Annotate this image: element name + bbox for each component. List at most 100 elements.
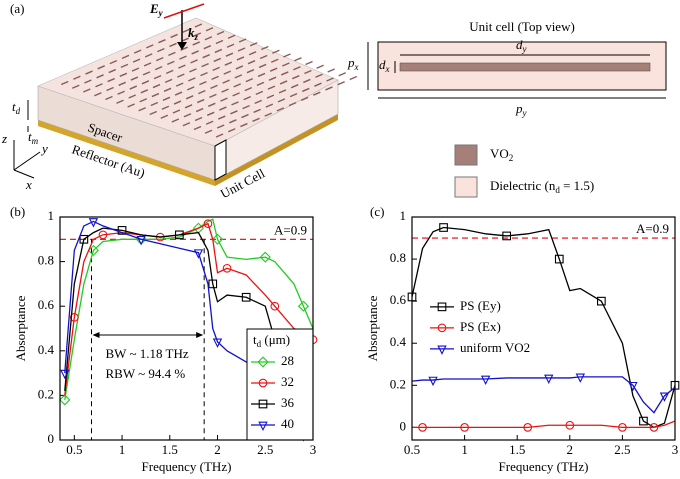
vo2-dash bbox=[143, 62, 152, 67]
marker bbox=[79, 234, 89, 244]
y-tick-label: 0 bbox=[400, 418, 407, 433]
marker bbox=[60, 369, 70, 380]
vo2-dash bbox=[231, 101, 239, 106]
vo2-dash bbox=[128, 94, 136, 99]
vo2-dash bbox=[256, 81, 265, 87]
vo2-dash bbox=[174, 91, 183, 96]
vo2-dash bbox=[232, 92, 240, 97]
x-tick-label: 2.5 bbox=[614, 442, 630, 457]
x-tick-label: 2.5 bbox=[257, 442, 273, 457]
y-tick-label: 0 bbox=[48, 431, 55, 446]
dx-label: dx bbox=[379, 57, 390, 74]
vo2-dash bbox=[171, 118, 180, 123]
slab-top bbox=[37, 17, 339, 147]
marker bbox=[418, 423, 427, 432]
y-axis-label: Absorptance bbox=[13, 295, 28, 361]
vo2-dash bbox=[188, 77, 196, 82]
series-line bbox=[412, 420, 675, 429]
vo2-dash bbox=[193, 125, 202, 131]
vo2-dash bbox=[222, 79, 230, 84]
x-tick-label: 1.5 bbox=[162, 442, 178, 457]
legend-title: td (μm) bbox=[253, 332, 290, 349]
vo2-dash bbox=[172, 109, 181, 114]
legend-swatch bbox=[454, 144, 478, 166]
wave-label-sub: z bbox=[194, 32, 199, 42]
vo2-dash bbox=[214, 48, 223, 54]
marker bbox=[575, 373, 586, 383]
marker bbox=[554, 254, 564, 264]
legend-marker bbox=[437, 323, 447, 333]
vo2-dash bbox=[227, 34, 236, 39]
dy-label-base: d bbox=[516, 37, 523, 52]
legend-text-rest: = 1.5) bbox=[560, 178, 594, 193]
vo2-dash bbox=[141, 80, 150, 85]
reflector bbox=[215, 114, 338, 186]
vo2-dash bbox=[204, 36, 213, 41]
vo2-dash bbox=[254, 99, 263, 105]
vo2-dash bbox=[133, 49, 142, 54]
axis-name: x bbox=[25, 177, 32, 192]
vo2-dash bbox=[259, 54, 268, 60]
vo2-dash bbox=[290, 84, 299, 89]
x-tick-label: 0.5 bbox=[66, 442, 82, 457]
legend-label: 40 bbox=[281, 416, 294, 431]
vo2-dash bbox=[288, 101, 297, 107]
vo2-dash bbox=[248, 51, 257, 56]
vo2-dash bbox=[130, 76, 139, 81]
arrowhead bbox=[92, 332, 100, 338]
vo2-dash bbox=[165, 69, 174, 75]
vo2-dash bbox=[205, 120, 214, 125]
vo2-dash bbox=[160, 114, 169, 119]
vo2-dash bbox=[213, 57, 222, 63]
vo2-dash bbox=[194, 116, 203, 122]
vo2-dash bbox=[337, 81, 345, 86]
tm-label: tm bbox=[28, 129, 39, 146]
marker bbox=[136, 235, 146, 246]
vo2-dash bbox=[349, 75, 358, 81]
legend-label: 28 bbox=[281, 353, 294, 368]
threshold-label: A=0.9 bbox=[274, 222, 307, 237]
x-tick-label: 0.5 bbox=[404, 442, 420, 457]
vo2-dash bbox=[170, 33, 178, 39]
vo2-dash bbox=[219, 106, 227, 111]
vo2-dash bbox=[212, 66, 220, 72]
vo2-dash bbox=[158, 39, 166, 44]
x-tick-label: 1 bbox=[461, 442, 468, 457]
legend-swatch bbox=[454, 176, 478, 198]
vo2-dash bbox=[325, 86, 333, 91]
x-axis-label: Frequency (THz) bbox=[142, 459, 232, 474]
marker bbox=[628, 381, 638, 392]
vo2-dash bbox=[194, 23, 203, 28]
vo2-dash bbox=[97, 65, 105, 70]
legend-text: Dielectric (nd = 1.5) bbox=[490, 178, 594, 195]
marker bbox=[618, 423, 627, 432]
legend-label: PS (Ey) bbox=[460, 298, 501, 313]
marker bbox=[193, 249, 204, 259]
vo2-dash bbox=[185, 95, 194, 100]
vo2-dash bbox=[224, 61, 233, 66]
vo2-dash bbox=[146, 44, 154, 49]
annotation: RBW ~ 94.4 % bbox=[106, 366, 186, 381]
vo2-dash bbox=[182, 122, 191, 127]
vo2-dash bbox=[278, 89, 287, 94]
marker bbox=[270, 301, 280, 311]
marker bbox=[597, 296, 606, 306]
vo2-bar bbox=[399, 62, 651, 72]
marker bbox=[59, 394, 71, 406]
marker bbox=[174, 230, 184, 240]
vo2-dash bbox=[205, 27, 214, 32]
arrowhead bbox=[196, 332, 204, 338]
px-label-base: p bbox=[347, 55, 355, 70]
vo2-dash bbox=[270, 58, 279, 63]
legend-title-rest: (μm) bbox=[261, 332, 290, 347]
marker bbox=[211, 233, 224, 245]
vo2-dash bbox=[243, 95, 251, 101]
vo2-dash bbox=[180, 46, 188, 51]
marker bbox=[98, 230, 108, 240]
vo2-dash bbox=[234, 74, 243, 79]
vo2-dash bbox=[258, 63, 267, 69]
threshold-label: A=0.9 bbox=[636, 221, 669, 236]
series-line bbox=[412, 226, 675, 429]
vo2-dash bbox=[240, 122, 248, 128]
vo2-dash bbox=[162, 96, 171, 101]
